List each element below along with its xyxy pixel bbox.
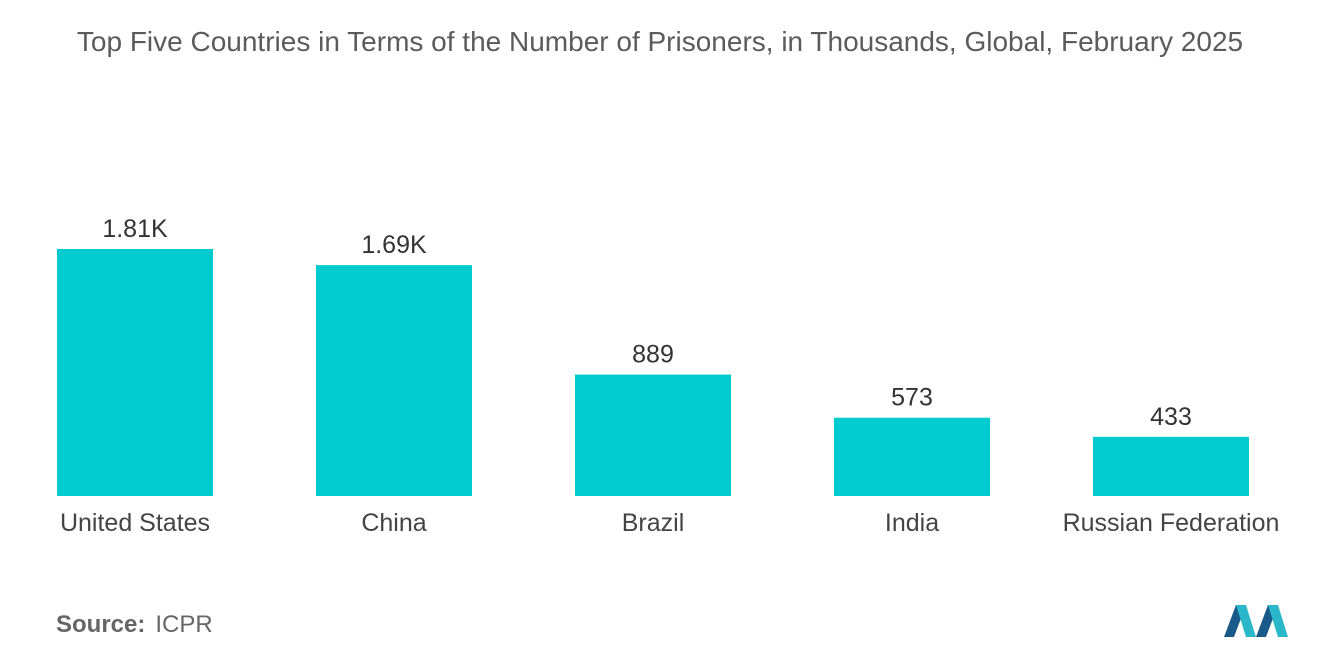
data-label-india: 573 bbox=[891, 384, 933, 412]
tick-label-china: China bbox=[361, 509, 426, 537]
tick-label-united-states: United States bbox=[60, 509, 210, 537]
brand-logo-icon bbox=[1224, 605, 1288, 637]
chart-title: Top Five Countries in Terms of the Numbe… bbox=[76, 26, 1244, 57]
logo-mid-stroke bbox=[1236, 605, 1256, 637]
x-axis-tick-labels: United States China Brazil India Russian Fed… bbox=[60, 509, 1279, 537]
source-label: Source: bbox=[56, 611, 146, 638]
bar-india bbox=[834, 417, 990, 496]
bar-chart: 1.81K 1.69K 889 573 433 United States China Br… bbox=[57, 215, 1279, 537]
tick-label-russian-federation: Russian Federation bbox=[1063, 509, 1280, 537]
bar-brazil bbox=[575, 374, 731, 496]
bar-china bbox=[316, 265, 472, 496]
tick-label-brazil: Brazil bbox=[622, 509, 685, 537]
tick-label-india: India bbox=[885, 509, 939, 537]
data-label-brazil: 889 bbox=[632, 341, 674, 369]
bar-russian-federation bbox=[1093, 436, 1249, 496]
bars-group bbox=[57, 249, 1249, 496]
source-value: ICPR bbox=[155, 611, 213, 638]
bar-united-states bbox=[57, 249, 213, 496]
data-label-china: 1.69K bbox=[361, 231, 427, 259]
logo-end-stroke bbox=[1268, 605, 1288, 637]
data-labels-group: 1.81K 1.69K 889 573 433 bbox=[102, 215, 1192, 431]
data-label-russian-federation: 433 bbox=[1150, 403, 1192, 431]
data-label-united-states: 1.81K bbox=[102, 215, 168, 243]
source-note: Source: ICPR bbox=[56, 611, 213, 639]
